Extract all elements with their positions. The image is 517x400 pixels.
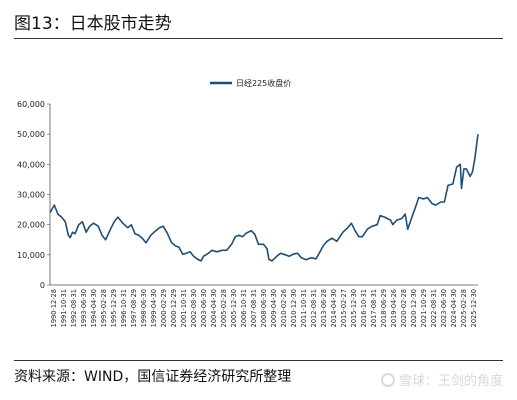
- x-tick-label: 2025-12-30: [470, 289, 478, 327]
- x-tick-label: 2018-06-29: [380, 289, 388, 327]
- y-tick-label: 40,000: [17, 160, 45, 169]
- x-tick-label: 2008-06-30: [260, 289, 268, 327]
- x-tick-label: 1993-06-30: [80, 289, 88, 327]
- legend-label: 日经225收盘价: [236, 78, 291, 88]
- snowball-logo-icon: [380, 372, 395, 387]
- watermark-text: 雪球：王剑的角度: [398, 374, 503, 389]
- series-line-nikkei225: [49, 134, 479, 262]
- x-tick-label: 2020-02-28: [400, 289, 408, 327]
- line-chart: 0 10,000 20,000 30,000 40,000 50,000 60,000 19…: [17, 78, 479, 327]
- x-tick-label: 2003-06-30: [200, 289, 208, 327]
- y-tick-label: 10,000: [17, 251, 45, 260]
- y-tick-label: 0: [40, 281, 45, 290]
- x-tick-label: 1990-12-28: [50, 289, 58, 327]
- y-tick-label: 30,000: [17, 191, 45, 200]
- x-tick-label: 2015-02-27: [340, 289, 348, 327]
- y-tick-label: 60,000: [17, 100, 45, 109]
- x-tick-label: 2011-10-31: [300, 289, 308, 327]
- x-tick-label: 2016-10-31: [360, 289, 368, 327]
- watermark: 雪球：王剑的角度: [380, 370, 503, 389]
- x-tick-label: 2020-12-30: [410, 289, 418, 327]
- x-tick-label: 1995-12-29: [110, 289, 118, 327]
- x-tick-label: 1999-04-30: [150, 289, 158, 327]
- x-tick-label: 2001-10-31: [180, 289, 188, 327]
- x-tick-label: 1992-08-31: [70, 289, 78, 327]
- x-tick-label: 2017-08-31: [370, 289, 378, 327]
- x-tick-label: 2012-08-31: [310, 289, 318, 327]
- x-tick-label: 2004-04-30: [210, 289, 218, 327]
- x-tick-label: 2005-02-28: [220, 289, 228, 327]
- figure-title: 图13：日本股市走势: [14, 14, 172, 34]
- x-tick-labels: 1990-12-28 1991-10-31 1992-08-31 1993-06-30…: [50, 289, 478, 327]
- x-tick-label: 1994-04-30: [90, 289, 98, 327]
- x-tick-label: 2014-04-30: [330, 289, 338, 327]
- x-tick-label: 1991-10-31: [60, 289, 68, 327]
- x-tick-label: 2010-12-30: [290, 289, 298, 327]
- x-tick-label: 2024-04-30: [450, 289, 458, 327]
- x-tick-label: 2021-10-29: [420, 289, 428, 327]
- x-tick-label: 2019-04-26: [390, 289, 398, 327]
- x-tick-label: 2007-08-31: [250, 289, 258, 327]
- x-tick-label: 2015-12-30: [350, 289, 358, 327]
- x-tick-label: 2002-08-30: [190, 289, 198, 327]
- x-tick-label: 2010-02-26: [280, 289, 288, 327]
- y-tick-label: 20,000: [17, 221, 45, 230]
- y-tick-label: 50,000: [17, 130, 45, 139]
- x-tick-label: 2009-04-30: [270, 289, 278, 327]
- x-tick-label: 2022-08-31: [430, 289, 438, 327]
- title-divider: [14, 38, 503, 39]
- source-divider: [14, 360, 503, 361]
- series-layer: [49, 134, 479, 262]
- x-tick-label: 2005-12-30: [230, 289, 238, 327]
- x-tick-label: 2000-02-29: [160, 289, 168, 327]
- x-tick-label: 2023-06-30: [440, 289, 448, 327]
- x-tick-label: 1995-02-28: [100, 289, 108, 327]
- x-tick-label: 2013-06-28: [320, 289, 328, 327]
- legend: 日经225收盘价: [210, 78, 291, 88]
- source-note: 资料来源：WIND，国信证券经济研究所整理: [14, 369, 292, 385]
- x-tick-label: 2000-12-29: [170, 289, 178, 327]
- x-tick-label: 2006-10-31: [240, 289, 248, 327]
- x-tick-label: 1996-10-31: [120, 289, 128, 327]
- x-tick-label: 2025-02-28: [460, 289, 468, 327]
- axes-layer: 0 10,000 20,000 30,000 40,000 50,000 60,000: [17, 100, 478, 290]
- x-tick-label: 1997-08-29: [130, 289, 138, 327]
- x-tick-label: 1998-06-30: [140, 289, 148, 327]
